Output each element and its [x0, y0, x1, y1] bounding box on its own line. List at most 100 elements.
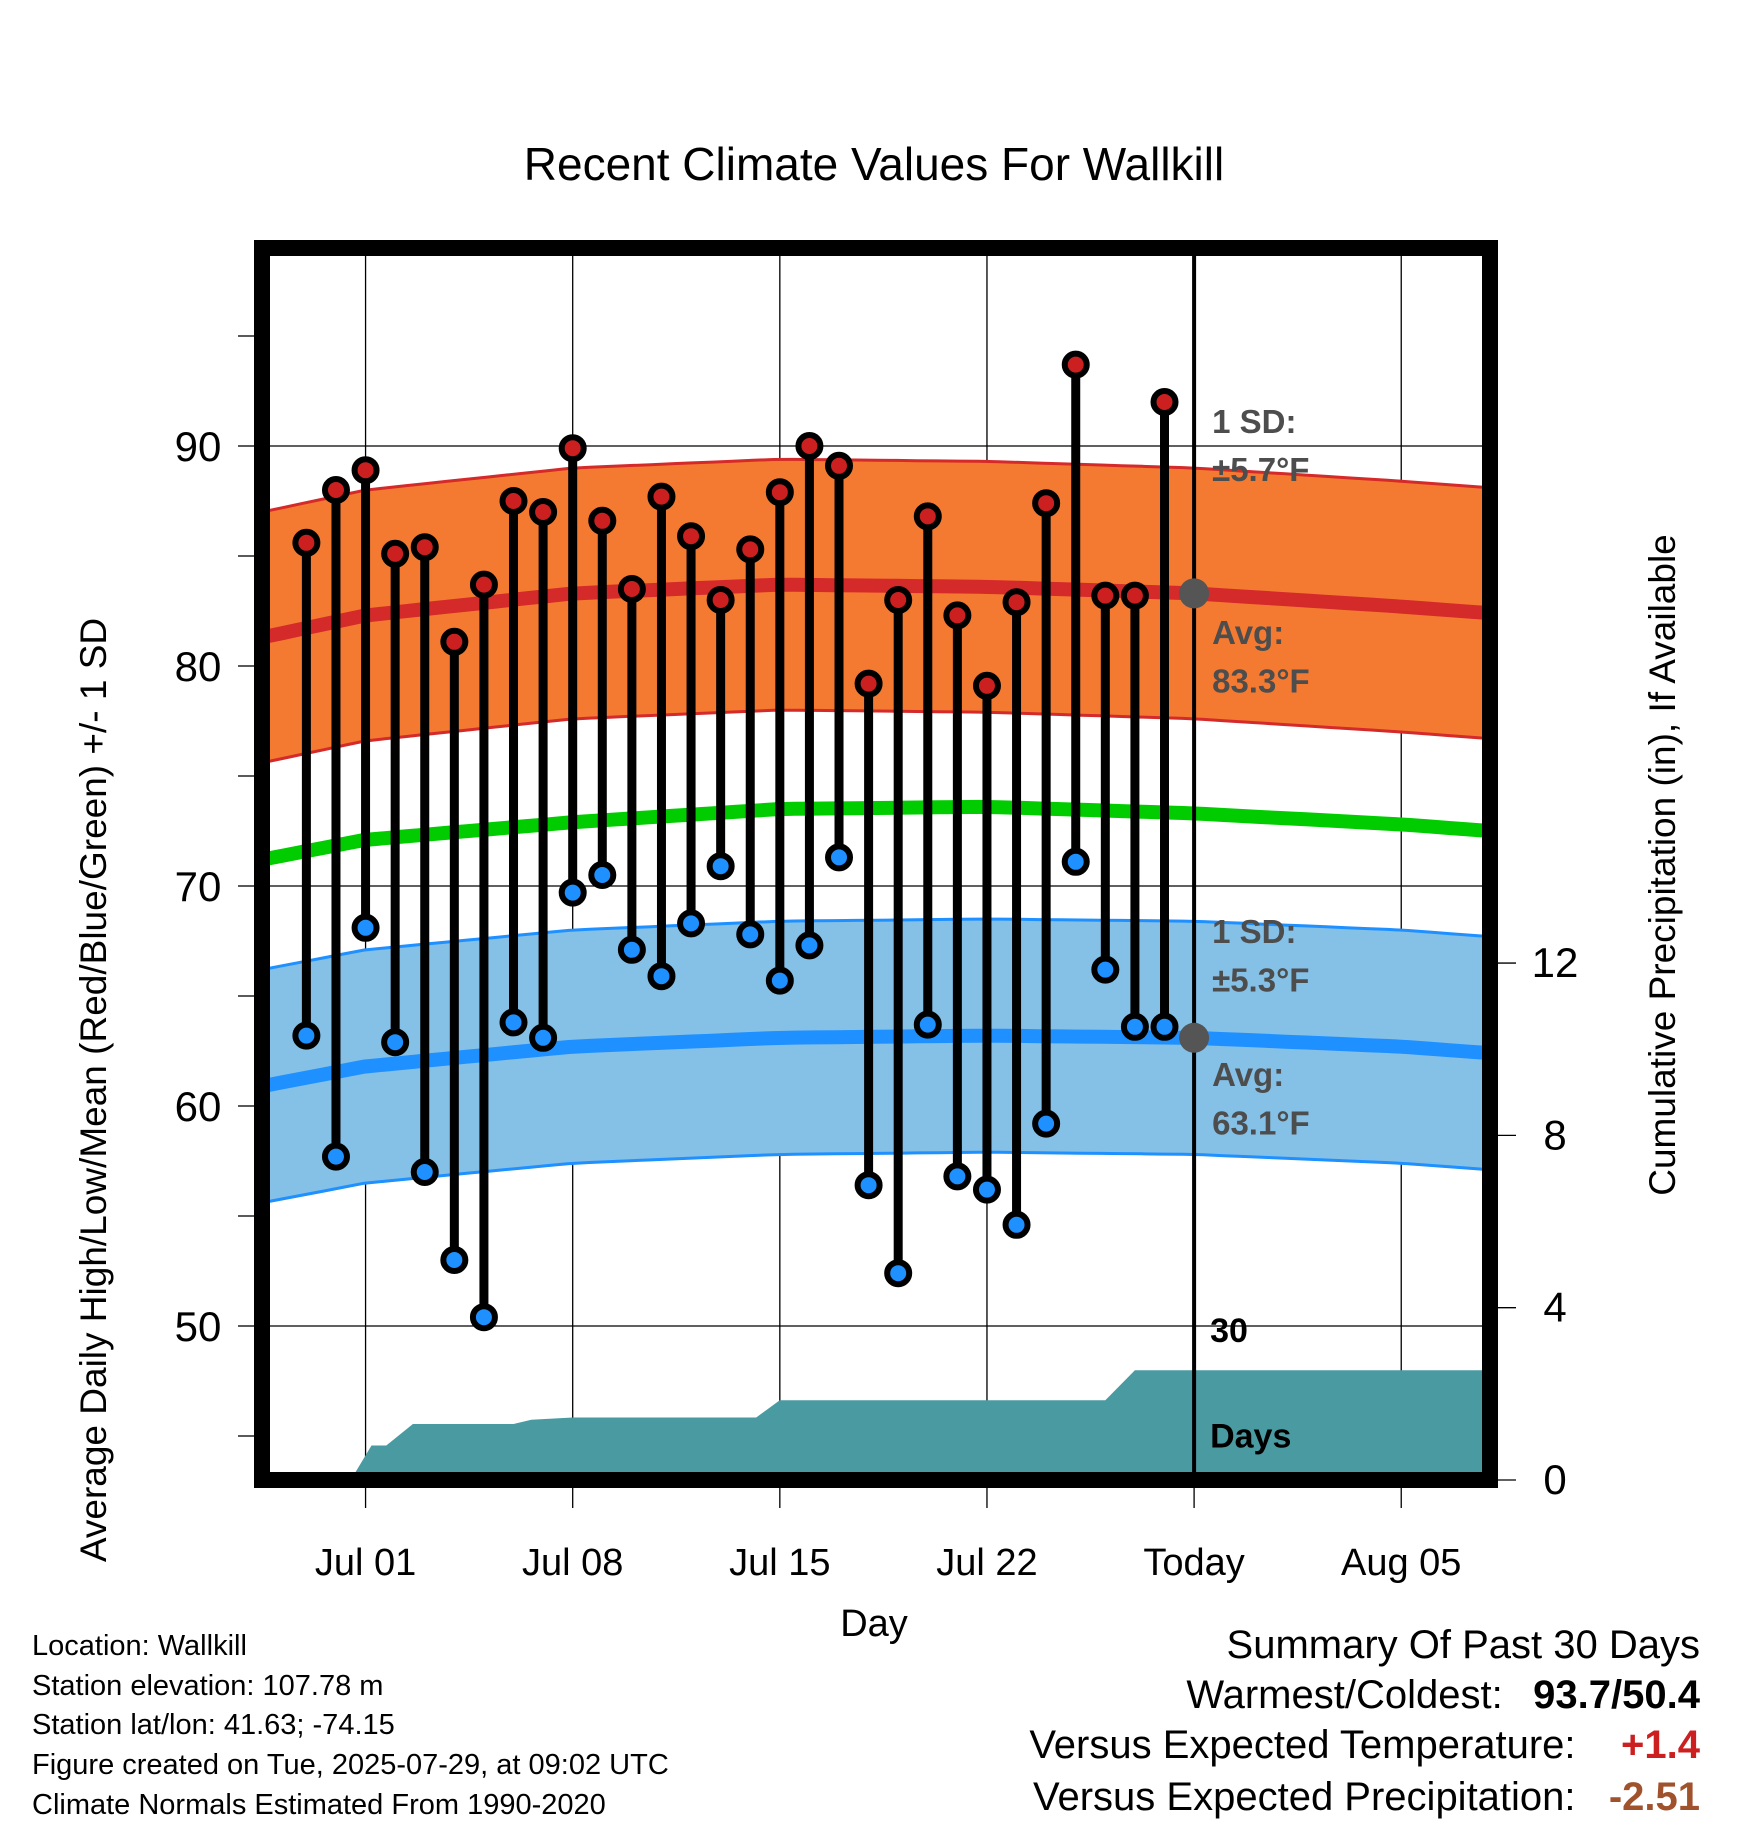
- high-avg-annotation: Avg:: [1212, 614, 1284, 651]
- high-temp-point: [1002, 588, 1031, 617]
- normal-mean-line: [262, 799, 1490, 867]
- high-temp-point: [1061, 350, 1090, 379]
- normal-low-sd-lower-line: [262, 1150, 1490, 1205]
- low-temp-point: [825, 843, 854, 872]
- y-tick-label: 80: [175, 643, 222, 690]
- plot-area: 1 SD: ±5.7°F Avg: 83.3°F 1 SD: ±5.3°F Avg: 63.1…: [175, 240, 1579, 1584]
- y2-tick-label: 12: [1532, 939, 1579, 986]
- low-temp-point: [588, 861, 617, 889]
- low-temp-point: [795, 931, 824, 960]
- summary-title-text: Summary Of Past 30 Days: [1226, 1623, 1700, 1667]
- high-temp-point: [440, 627, 469, 656]
- high-sd-value: ±5.7°F: [1212, 451, 1309, 488]
- normal-low-avg-line: [262, 1028, 1490, 1094]
- y-tick-label: 90: [175, 423, 222, 470]
- low-avg-annotation: Avg:: [1212, 1056, 1284, 1093]
- high-temp-point: [499, 487, 528, 515]
- x-tick-label: Jul 01: [315, 1542, 416, 1584]
- high-temp-point: [677, 522, 706, 551]
- low-avg-value: 63.1°F: [1212, 1105, 1310, 1142]
- summary-warm-cold: Warmest/Coldest: 93.7/50.4: [1186, 1673, 1700, 1718]
- y2-tick-label: 8: [1543, 1111, 1566, 1158]
- low-temp-point: [1061, 847, 1090, 876]
- summary-panel: Summary Of Past 30 Days Warmest/Coldest:…: [900, 1615, 1700, 1825]
- low-sd-value: ±5.3°F: [1212, 962, 1309, 999]
- low-temp-point: [381, 1028, 410, 1057]
- low-temp-point: [677, 909, 706, 938]
- normal-high-avg-line: [262, 577, 1490, 645]
- high-temp-point: [913, 502, 942, 531]
- x-tick-label: Jul 08: [522, 1542, 623, 1584]
- plot-interior: 1 SD: ±5.7°F Avg: 83.3°F 1 SD: ±5.3°F Avg: 63.1…: [262, 248, 1490, 1480]
- low-temp-point: [558, 878, 587, 907]
- normal-high-sd-lower-line: [262, 708, 1490, 765]
- y-tick-label: 50: [175, 1303, 222, 1350]
- high-temp-point: [765, 478, 794, 507]
- precip-area: [262, 1370, 1490, 1480]
- high-avg-value: 83.3°F: [1212, 662, 1310, 699]
- low-temp-point: [1002, 1210, 1031, 1239]
- high-temp-point: [381, 539, 410, 568]
- high-temp-point: [884, 586, 913, 614]
- y-axis-label: Average Daily High/Low/Mean (Red/Blue/Gr…: [73, 618, 114, 1562]
- y-tick-label: 60: [175, 1083, 222, 1130]
- location-text: Location: Wallkill: [32, 1630, 247, 1662]
- precip-value: -2.51: [1608, 1775, 1700, 1819]
- high-temp-point: [469, 570, 498, 599]
- high-temp-point: [972, 671, 1001, 700]
- days-word-label: Days: [1210, 1418, 1291, 1456]
- created-text: Figure created on Tue, 2025-07-29, at 09…: [32, 1749, 669, 1781]
- high-temp-point: [321, 476, 350, 504]
- days-count-label: 30: [1210, 1312, 1248, 1350]
- temp-value: +1.4: [1621, 1723, 1700, 1767]
- today-low-normal-marker: [1179, 1022, 1210, 1053]
- y2-axis-label: Cumulative Precipitation (in), If Availa…: [1642, 534, 1683, 1196]
- high-temp-point: [795, 432, 824, 460]
- x-tick-label: Today: [1143, 1542, 1244, 1584]
- low-temp-point: [1091, 955, 1120, 984]
- y-tick-label: 70: [175, 863, 222, 910]
- warm-cold-value: 93.7/50.4: [1533, 1673, 1700, 1717]
- high-temp-point: [558, 434, 587, 463]
- high-temp-point: [647, 482, 676, 511]
- y2-tick-label: 4: [1543, 1284, 1566, 1331]
- low-temp-point: [913, 1010, 942, 1039]
- summary-temp: Versus Expected Temperature: +1.4: [1029, 1723, 1700, 1768]
- low-temp-point: [529, 1023, 558, 1052]
- low-temp-point: [1032, 1109, 1061, 1138]
- high-temp-point: [706, 586, 735, 614]
- y2-tick-label: 0: [1543, 1456, 1566, 1503]
- normal-high-sd-upper-line: [262, 457, 1490, 514]
- high-temp-point: [736, 535, 765, 564]
- plot-frame: [254, 240, 1498, 1488]
- low-temp-point: [469, 1303, 498, 1332]
- low-temp-point: [736, 920, 765, 949]
- chart-title: Recent Climate Values For Wallkill: [524, 138, 1224, 190]
- high-temp-point: [617, 575, 646, 603]
- low-temp-point: [647, 962, 676, 991]
- normal-low-sd-upper-line: [262, 917, 1490, 972]
- high-temp-point: [1091, 581, 1120, 610]
- normal-low-sd-band: [262, 919, 1490, 1203]
- x-axis-label: Day: [840, 1603, 908, 1645]
- low-temp-point: [440, 1246, 469, 1274]
- latlon-text: Station lat/lon: 41.63; -74.15: [32, 1709, 395, 1741]
- low-temp-point: [410, 1158, 439, 1186]
- high-temp-point: [588, 506, 617, 535]
- low-sd-annotation: 1 SD:: [1212, 913, 1296, 950]
- x-tick-label: Aug 05: [1341, 1542, 1461, 1584]
- low-temp-point: [706, 852, 735, 881]
- low-temp-point: [1120, 1012, 1149, 1041]
- low-temp-point: [1150, 1012, 1179, 1041]
- warm-cold-label: Warmest/Coldest:: [1186, 1673, 1503, 1717]
- high-temp-point: [351, 456, 380, 485]
- temp-label: Versus Expected Temperature:: [1029, 1723, 1576, 1767]
- elevation-text: Station elevation: 107.78 m: [32, 1670, 384, 1702]
- summary-title: Summary Of Past 30 Days: [1227, 1623, 1700, 1668]
- x-tick-label: Jul 15: [729, 1542, 830, 1584]
- normals-text: Climate Normals Estimated From 1990-2020: [32, 1789, 606, 1821]
- low-temp-point: [292, 1021, 321, 1050]
- high-temp-point: [825, 451, 854, 480]
- high-temp-point: [854, 669, 883, 698]
